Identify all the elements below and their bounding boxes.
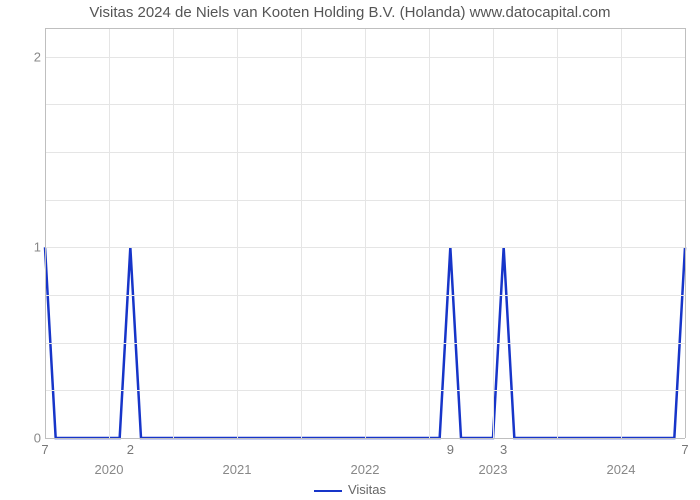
chart-legend: Visitas bbox=[0, 482, 700, 497]
x-tick-label: 2024 bbox=[607, 462, 636, 477]
y-tick-label: 0 bbox=[11, 431, 41, 446]
gridline-vertical bbox=[301, 28, 302, 438]
x-tick-label: 2023 bbox=[479, 462, 508, 477]
point-label: 2 bbox=[127, 442, 134, 457]
x-tick-label: 2022 bbox=[351, 462, 380, 477]
legend-label: Visitas bbox=[348, 482, 386, 497]
gridline-vertical bbox=[429, 28, 430, 438]
y-tick-label: 1 bbox=[11, 240, 41, 255]
gridline-vertical bbox=[109, 28, 110, 438]
chart-container: Visitas 2024 de Niels van Kooten Holding… bbox=[0, 0, 700, 500]
axis-line bbox=[45, 28, 685, 29]
gridline-vertical bbox=[621, 28, 622, 438]
plot-area bbox=[45, 28, 685, 438]
point-label: 9 bbox=[447, 442, 454, 457]
axis-line bbox=[685, 28, 686, 438]
gridline-vertical bbox=[557, 28, 558, 438]
x-tick-label: 2020 bbox=[95, 462, 124, 477]
point-label: 7 bbox=[41, 442, 48, 457]
axis-line bbox=[45, 28, 46, 438]
point-label: 7 bbox=[681, 442, 688, 457]
point-label: 3 bbox=[500, 442, 507, 457]
legend-swatch bbox=[314, 490, 342, 492]
gridline-vertical bbox=[493, 28, 494, 438]
chart-title: Visitas 2024 de Niels van Kooten Holding… bbox=[0, 4, 700, 21]
gridline-vertical bbox=[237, 28, 238, 438]
y-tick-label: 2 bbox=[11, 49, 41, 64]
axis-line bbox=[45, 438, 685, 439]
gridline-vertical bbox=[173, 28, 174, 438]
x-tick-label: 2021 bbox=[223, 462, 252, 477]
gridline-vertical bbox=[365, 28, 366, 438]
